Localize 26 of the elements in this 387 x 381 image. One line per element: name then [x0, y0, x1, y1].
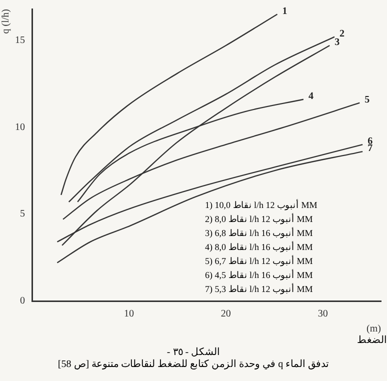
y-tick-label: 5: [20, 208, 25, 220]
text: الشكل - ٣٥ -: [166, 346, 222, 358]
x-tick-label: 20: [220, 308, 231, 320]
y-tick-label: 10: [15, 122, 25, 133]
annotation: 4) نقاط 8,0 l/h أنبوب 16 MM: [205, 240, 314, 254]
x-axis-title: (m): [366, 324, 381, 335]
annotation: 2: [339, 28, 344, 40]
x-tick-label: 30: [318, 308, 328, 320]
annotation: 3) نقاط 6,8 l/h أنبوب 16 MM: [205, 226, 314, 240]
y-axis-title: q (l/h): [0, 9, 12, 34]
annotation: 6) نقاط 4,5 l/h أنبوب 16 MM: [205, 268, 314, 282]
annotation: 1) نقاط 10,0 l/h أنبوب 12 MM: [205, 198, 318, 212]
text: الضغط: [356, 334, 387, 346]
annotation: 7) نقاط 5,3 l/h أنبوب 12 MM: [205, 282, 314, 296]
y-tick-label: 0: [20, 296, 25, 307]
annotation: 4: [308, 90, 314, 102]
text: تدفق الماء q في وحدة الزمن كتابع للضغط لنقاطات متنوعة [ص 58]: [56, 358, 330, 370]
annotation: 3: [334, 37, 340, 48]
x-tick-label: 10: [124, 308, 134, 320]
annotation: 5: [364, 94, 370, 106]
y-tick-label: 15: [15, 34, 25, 46]
annotation: 1: [282, 6, 288, 17]
annotation: 7: [368, 143, 373, 154]
line-series: [60, 14, 278, 196]
annotation: 5) نقاط 6,7 l/h أنبوب 12 MM: [205, 254, 314, 268]
annotation: 2) نقاط 8,0 l/h أنبوب 12 MM: [205, 212, 314, 226]
